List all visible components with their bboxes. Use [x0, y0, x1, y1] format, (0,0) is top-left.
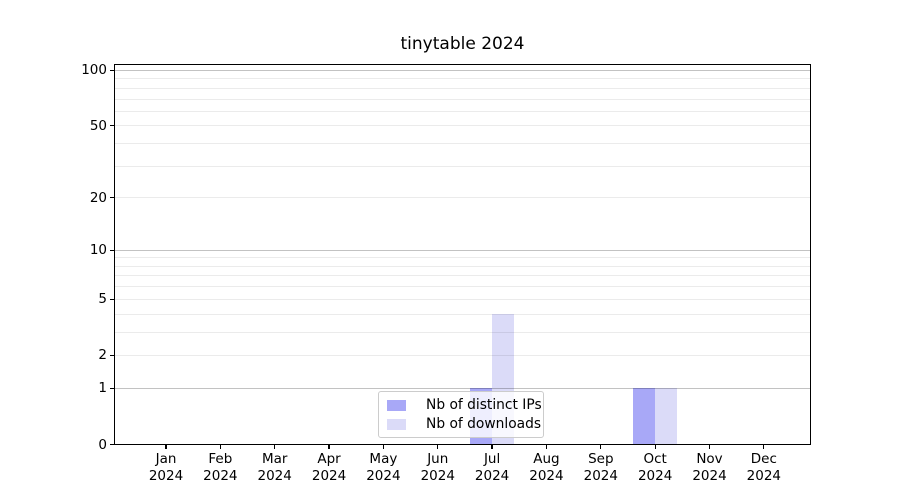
gridline-minor-8	[115, 265, 810, 267]
x-label-year: 2024	[474, 467, 510, 484]
gridline-minor-60	[115, 110, 810, 112]
x-tick-label-jul: Jul 2024	[464, 451, 520, 484]
gridline-minor-5	[115, 298, 810, 300]
legend-item-distinct-ips: Nb of distinct IPs	[387, 396, 542, 414]
x-tick-aug	[545, 445, 548, 449]
y-tick-label-100: 100	[81, 62, 107, 79]
x-tick-label-oct: Oct 2024	[627, 451, 683, 484]
x-tick-dec	[763, 445, 765, 449]
x-tick-label-aug: Aug 2024	[518, 451, 574, 484]
gridline-minor-6	[115, 286, 810, 288]
legend-item-downloads: Nb of downloads	[387, 415, 541, 433]
y-tick-label-2: 2	[98, 347, 107, 364]
gridline-minor-4	[115, 313, 810, 315]
x-label-month: Jul	[483, 451, 501, 467]
plot-area	[114, 64, 811, 445]
legend-label-downloads: Nb of downloads	[426, 416, 542, 432]
x-tick-label-may: May 2024	[355, 451, 411, 484]
x-label-year: 2024	[746, 467, 782, 484]
y-tick-20	[110, 197, 114, 199]
gridline-minor-90	[115, 78, 810, 80]
x-tick-label-mar: Mar 2024	[247, 451, 303, 484]
gridline-minor-70	[115, 98, 810, 100]
gridline-minor-80	[115, 87, 810, 89]
y-tick-label-0: 0	[98, 436, 107, 453]
y-tick-50	[110, 125, 114, 127]
x-label-year: 2024	[148, 467, 184, 484]
x-tick-nov	[708, 445, 711, 449]
x-tick-label-sep: Sep 2024	[573, 451, 629, 484]
y-tick-5	[110, 298, 114, 300]
x-tick-apr	[328, 445, 330, 449]
x-label-month: Dec	[750, 451, 777, 467]
x-label-year: 2024	[366, 467, 401, 484]
y-tick-100	[110, 69, 114, 72]
bar-nb-of-distinct-ips-oct-2024	[633, 388, 656, 444]
x-label-year: 2024	[637, 467, 673, 484]
gridline-minor-3	[115, 331, 810, 333]
y-tick-2	[110, 354, 114, 357]
bar-nb-of-downloads-oct-2024	[655, 388, 677, 444]
gridline-minor-40	[115, 143, 810, 144]
x-label-month: Jan	[155, 451, 177, 467]
x-label-year: 2024	[529, 467, 564, 484]
y-tick-label-5: 5	[98, 291, 107, 308]
y-tick-label-1: 1	[98, 380, 107, 397]
y-tick-0	[110, 443, 114, 446]
chart-title: tinytable 2024	[400, 34, 525, 54]
x-label-year: 2024	[692, 467, 727, 484]
x-label-month: Jun	[427, 451, 449, 467]
y-tick-label-50: 50	[89, 117, 107, 134]
x-label-month: Feb	[208, 451, 233, 467]
x-tick-label-apr: Apr 2024	[301, 451, 357, 484]
x-tick-label-dec: Dec 2024	[736, 451, 792, 484]
gridline-minor-50	[115, 125, 810, 127]
x-tick-jul	[491, 445, 493, 449]
x-tick-label-jan: Jan 2024	[138, 451, 194, 484]
x-tick-oct	[654, 445, 656, 449]
gridline-minor-20	[115, 197, 810, 199]
x-label-month: Apr	[317, 451, 341, 467]
x-label-month: May	[369, 451, 398, 467]
x-tick-sep	[600, 445, 602, 449]
gridline-minor-2	[115, 354, 810, 356]
gridline-major-1	[115, 387, 810, 389]
gridline-minor-30	[115, 165, 810, 167]
x-label-year: 2024	[420, 467, 455, 484]
x-label-year: 2024	[583, 467, 618, 484]
x-tick-feb	[219, 445, 221, 449]
x-label-year: 2024	[257, 467, 292, 484]
legend-label-distinct-ips: Nb of distinct IPs	[426, 397, 542, 413]
x-tick-may	[382, 445, 385, 449]
gridline-minor-9	[115, 257, 810, 259]
x-label-month: Sep	[588, 451, 614, 467]
x-label-year: 2024	[311, 467, 347, 484]
y-tick-10	[110, 249, 114, 251]
x-tick-label-feb: Feb 2024	[192, 451, 248, 484]
x-label-month: Mar	[261, 451, 288, 467]
gridline-major-100	[115, 69, 810, 71]
x-label-month: Nov	[696, 451, 723, 467]
legend: Nb of distinct IPs Nb of downloads	[378, 391, 544, 438]
x-tick-jun	[437, 445, 439, 449]
y-tick-1	[110, 387, 114, 389]
legend-swatch-distinct-ips	[387, 399, 406, 411]
y-tick-label-10: 10	[89, 242, 107, 259]
x-tick-jan	[165, 445, 167, 449]
x-tick-label-jun: Jun 2024	[410, 451, 466, 484]
y-tick-label-20: 20	[89, 189, 107, 206]
legend-swatch-downloads	[387, 418, 406, 430]
x-label-month: Aug	[533, 451, 560, 467]
x-tick-label-nov: Nov 2024	[682, 451, 738, 484]
gridline-minor-7	[115, 275, 810, 277]
x-tick-mar	[274, 445, 276, 449]
gridline-major-10	[115, 249, 810, 251]
x-label-month: Oct	[643, 451, 667, 467]
x-label-year: 2024	[203, 467, 238, 484]
